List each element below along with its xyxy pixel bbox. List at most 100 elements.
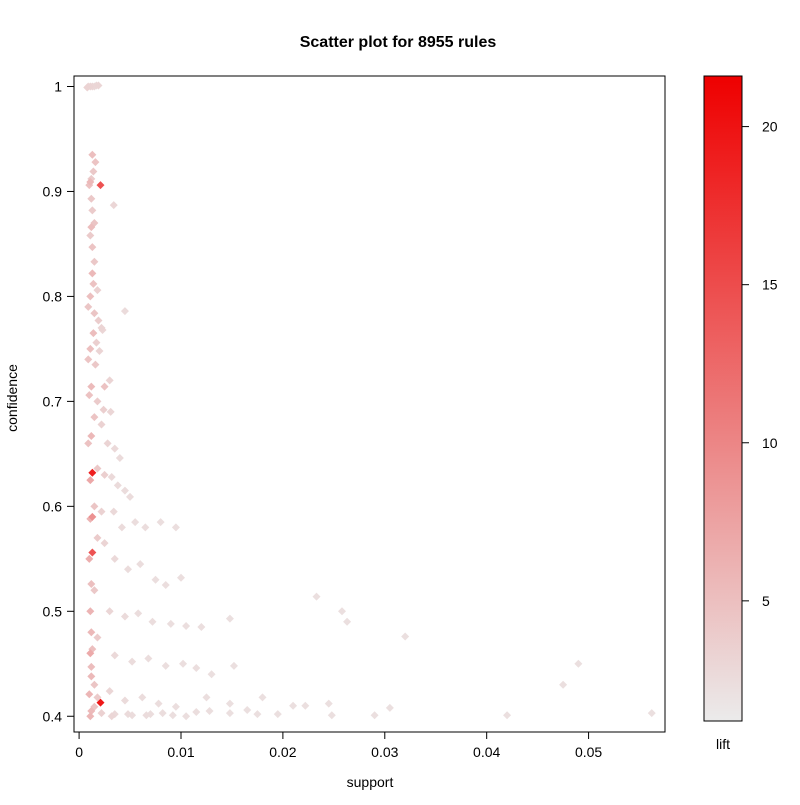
data-point xyxy=(124,710,133,719)
data-point xyxy=(176,573,185,582)
data-point xyxy=(93,693,102,702)
data-point xyxy=(93,397,102,406)
data-point xyxy=(110,651,119,660)
data-point xyxy=(90,680,99,689)
x-tick-label: 0.01 xyxy=(167,744,194,760)
y-tick-label: 0.6 xyxy=(43,498,63,514)
data-point xyxy=(97,323,106,332)
colorbar-label: lift xyxy=(716,736,730,752)
colorbar-tick-label: 20 xyxy=(762,119,778,135)
data-point xyxy=(243,705,252,714)
data-point xyxy=(205,707,214,716)
colorbar xyxy=(703,75,743,722)
x-tick-label: 0.03 xyxy=(371,744,398,760)
data-point xyxy=(142,711,151,720)
data-point xyxy=(126,492,135,501)
data-point xyxy=(87,707,96,716)
data-point xyxy=(88,512,97,521)
data-point xyxy=(92,338,101,347)
data-point xyxy=(90,309,99,318)
data-point xyxy=(148,617,157,626)
data-point xyxy=(94,81,103,90)
colorbar-tick-label: 10 xyxy=(762,435,778,451)
data-point xyxy=(161,581,170,590)
data-point xyxy=(87,580,96,589)
data-point xyxy=(90,586,99,595)
y-tick-label: 1 xyxy=(54,78,62,94)
data-point xyxy=(192,663,201,672)
data-point xyxy=(107,472,116,481)
data-point xyxy=(182,712,191,721)
data-point xyxy=(289,701,298,710)
data-point xyxy=(105,607,114,616)
data-point xyxy=(120,612,129,621)
data-point xyxy=(100,470,109,479)
data-point xyxy=(229,661,238,670)
data-point xyxy=(84,439,93,448)
y-tick-label: 0.7 xyxy=(43,393,63,409)
data-point xyxy=(337,607,346,616)
data-point xyxy=(96,698,105,707)
data-point xyxy=(99,405,108,414)
data-point xyxy=(117,523,126,532)
data-point xyxy=(370,711,379,720)
data-point xyxy=(138,693,147,702)
data-point xyxy=(110,444,119,453)
data-point xyxy=(324,699,333,708)
data-point xyxy=(87,382,96,391)
data-point xyxy=(87,662,96,671)
data-point xyxy=(87,672,96,681)
data-point xyxy=(197,623,206,632)
data-point xyxy=(85,690,94,699)
data-point xyxy=(124,565,133,574)
colorbar-axis: 5 10 15 20 xyxy=(741,119,778,609)
data-point xyxy=(258,693,267,702)
data-point xyxy=(647,709,656,718)
points-layer xyxy=(83,81,656,721)
data-point xyxy=(100,539,109,548)
data-point xyxy=(192,708,201,717)
y-tick-label: 0.9 xyxy=(43,183,63,199)
data-point xyxy=(100,382,109,391)
data-point xyxy=(166,619,175,628)
y-axis: 0.4 0.5 0.6 0.7 0.8 0.9 1 xyxy=(43,78,75,724)
data-point xyxy=(144,654,153,663)
data-point xyxy=(158,709,167,718)
data-point xyxy=(109,507,118,516)
data-point xyxy=(120,486,129,495)
data-point xyxy=(110,554,119,563)
colorbar-tick-label: 5 xyxy=(762,593,770,609)
y-axis-title: confidence xyxy=(4,364,20,432)
data-point xyxy=(87,223,96,232)
data-point xyxy=(134,609,143,618)
data-point xyxy=(207,670,216,679)
y-tick-label: 0.4 xyxy=(43,708,63,724)
data-point xyxy=(87,628,96,637)
data-point xyxy=(88,206,97,215)
data-point xyxy=(86,344,95,353)
data-point xyxy=(115,454,124,463)
data-point xyxy=(182,621,191,630)
chart-title: Scatter plot for 8955 rules xyxy=(300,34,497,51)
data-point xyxy=(559,680,568,689)
data-point xyxy=(97,709,106,718)
data-point xyxy=(120,307,129,316)
data-point xyxy=(93,286,102,295)
data-point xyxy=(503,711,512,720)
data-point xyxy=(327,711,336,720)
data-point xyxy=(168,711,177,720)
data-point xyxy=(86,607,95,616)
data-point xyxy=(86,649,95,658)
x-axis-title: support xyxy=(347,774,394,790)
data-point xyxy=(301,701,310,710)
plot-frame xyxy=(73,75,666,733)
data-point xyxy=(88,548,97,557)
data-point xyxy=(88,468,97,477)
data-point xyxy=(385,703,394,712)
data-point xyxy=(312,592,321,601)
x-tick-label: 0.04 xyxy=(473,744,500,760)
data-point xyxy=(85,391,94,400)
data-point xyxy=(136,560,145,569)
data-point xyxy=(96,181,105,190)
